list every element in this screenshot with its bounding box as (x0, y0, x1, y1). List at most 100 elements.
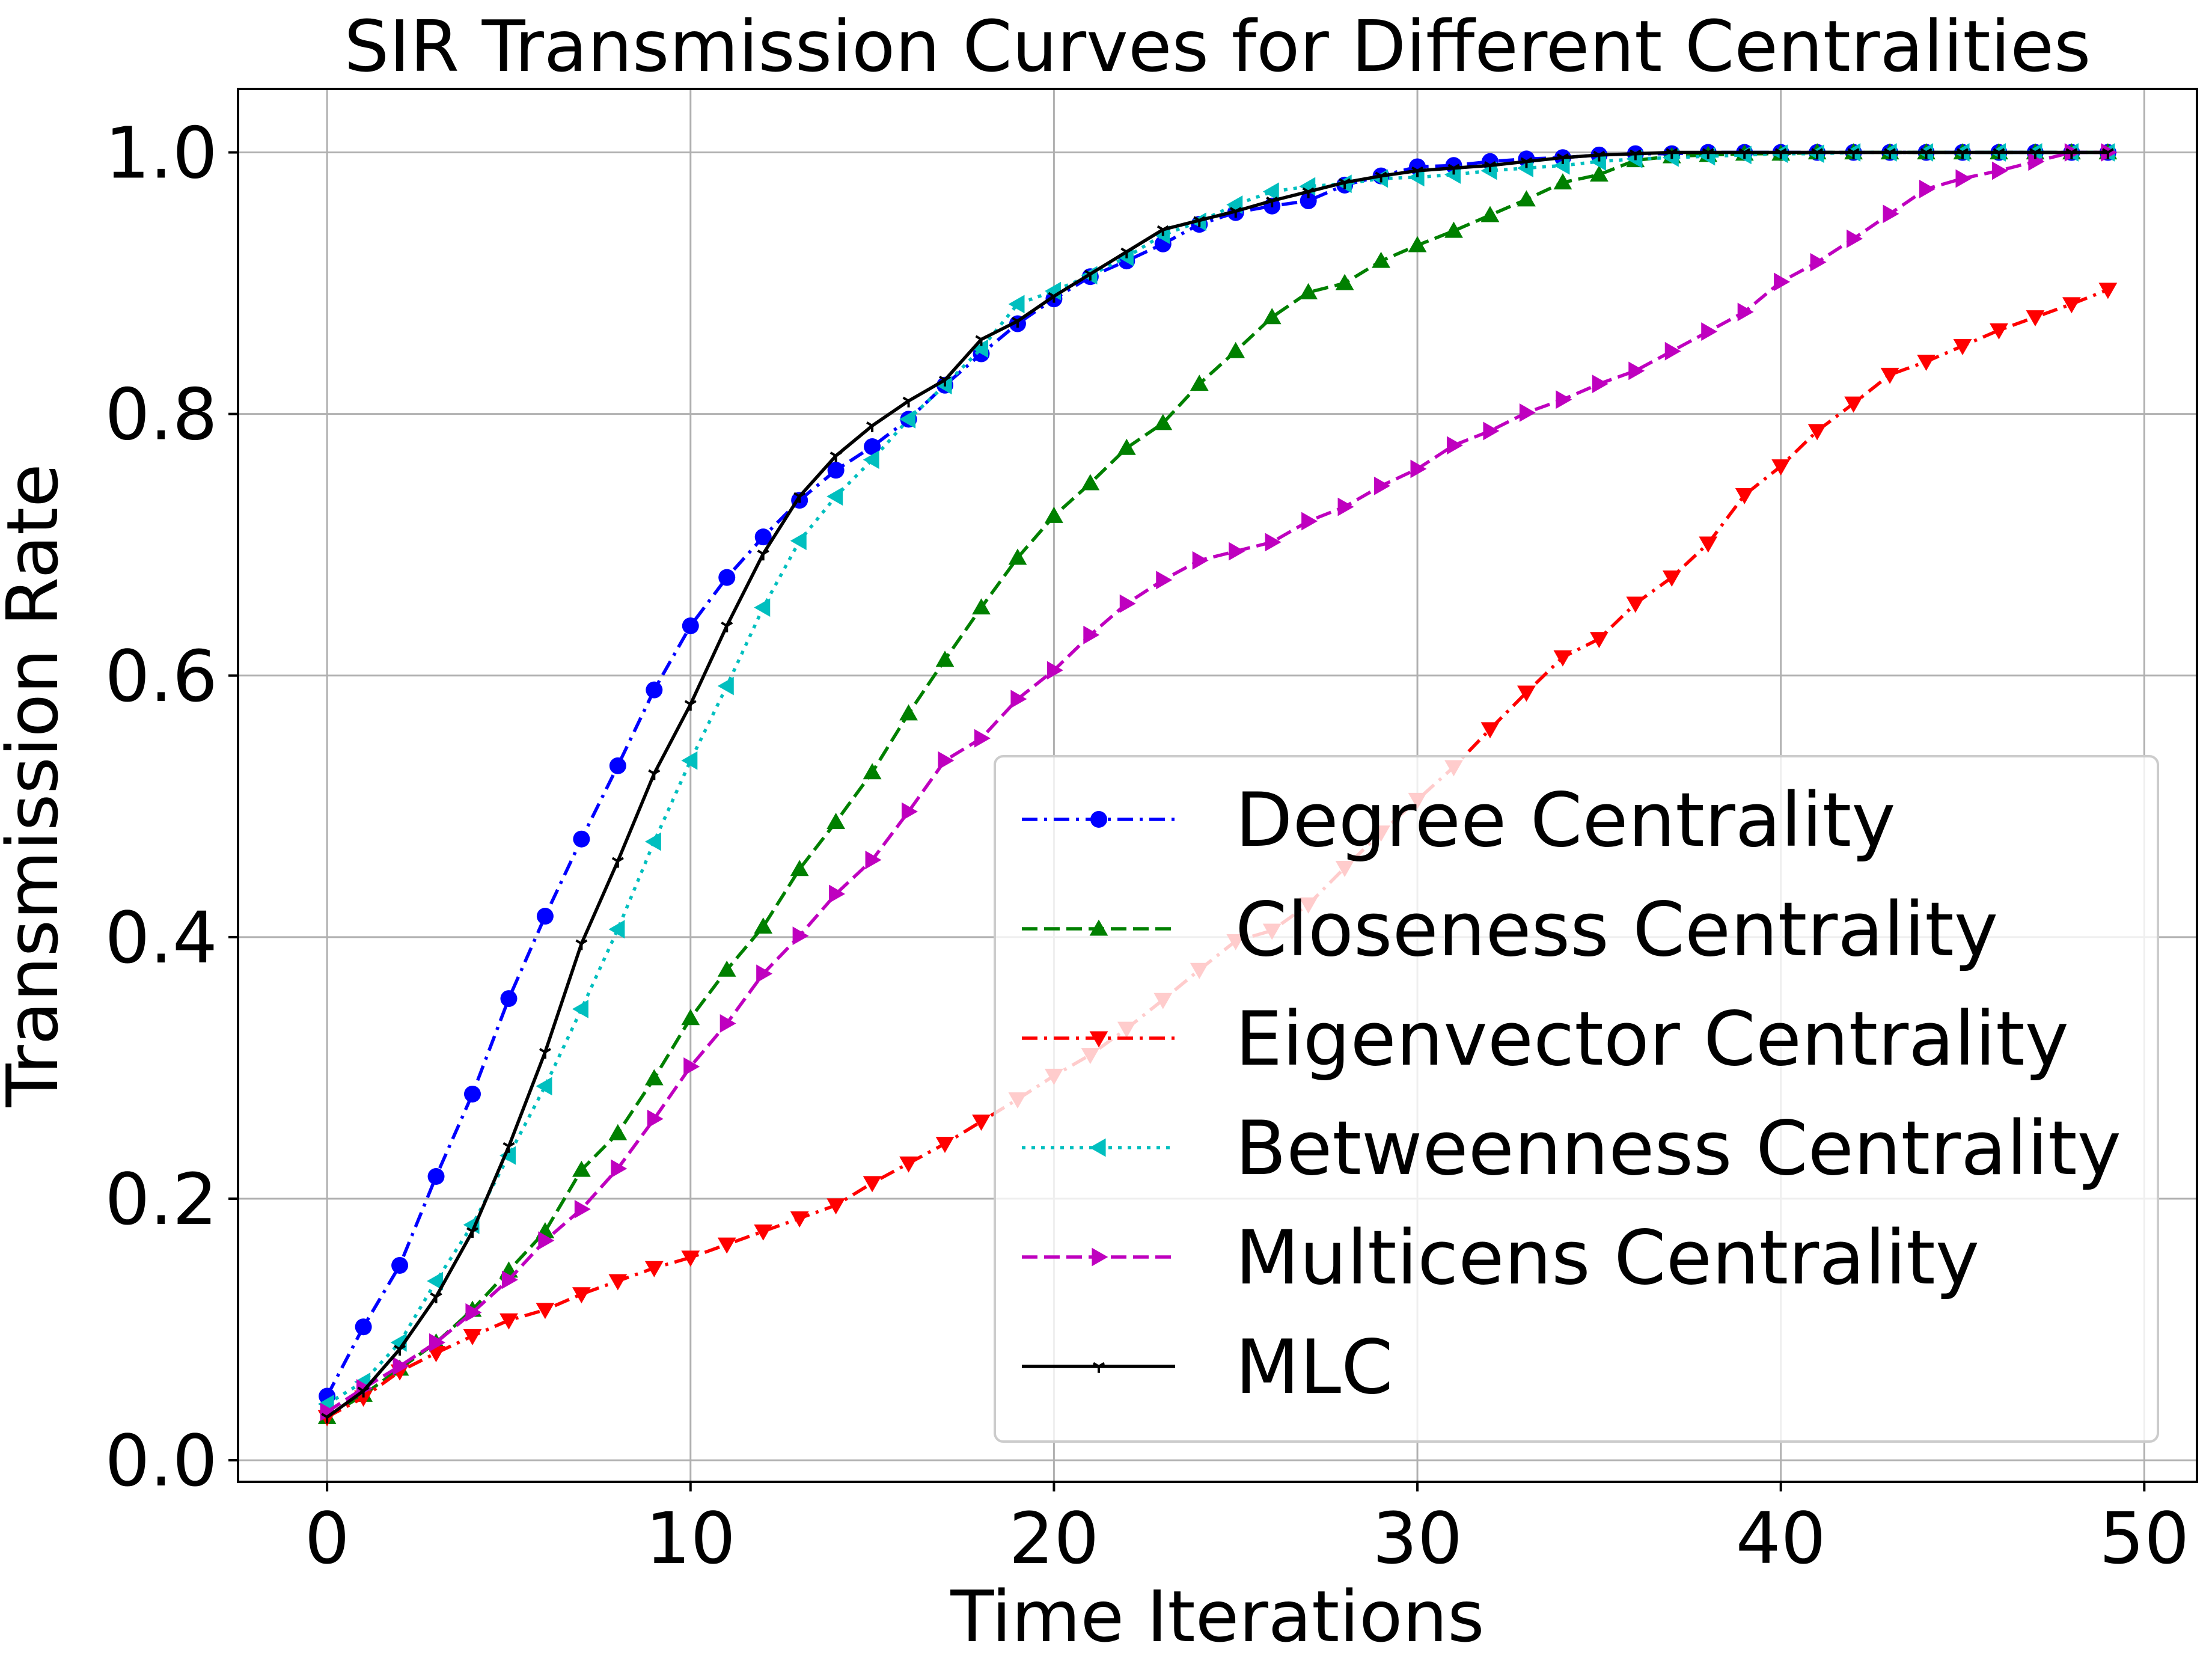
data-point (720, 1014, 736, 1033)
legend-box (994, 755, 2159, 1443)
data-point (1010, 690, 1027, 709)
data-point (863, 1176, 882, 1193)
data-point (1446, 436, 1463, 455)
data-point (1008, 548, 1027, 565)
data-point (572, 1000, 588, 1018)
data-point (1046, 661, 1063, 680)
data-point (899, 704, 918, 721)
data-point (608, 1274, 628, 1291)
data-point (1702, 148, 1714, 159)
data-point (902, 396, 915, 408)
data-point (1593, 150, 1606, 162)
data-point (717, 960, 736, 977)
data-point (935, 1137, 955, 1154)
data-point (1919, 180, 1936, 198)
data-point (1048, 292, 1060, 303)
data-point (1589, 632, 1609, 649)
data-point (975, 335, 988, 346)
data-point (1375, 171, 1387, 183)
data-point (1520, 157, 1533, 168)
data-point (717, 676, 734, 696)
data-point (972, 339, 989, 358)
data-point (1735, 488, 1754, 504)
data-point (503, 1142, 515, 1153)
plot-frame (237, 88, 2198, 1483)
data-point (683, 1057, 700, 1076)
data-point (1737, 302, 1754, 322)
legend-label: Eigenvector Centrality (1235, 996, 2069, 1083)
data-point (754, 598, 771, 617)
x-tick-label: 50 (2099, 1497, 2189, 1580)
data-point (1553, 650, 1572, 667)
data-point (972, 1115, 991, 1131)
legend-item: Degree Centrality (1022, 777, 1896, 864)
x-tick-label: 20 (1009, 1497, 1099, 1580)
legend-item: Betweenness Centrality (1022, 1106, 2121, 1192)
legend-marker (1090, 811, 1107, 828)
data-point (427, 1168, 445, 1185)
data-point (463, 1329, 482, 1345)
data-point (1847, 148, 1860, 159)
data-point (465, 1303, 482, 1322)
data-point (574, 1199, 591, 1219)
data-point (1408, 168, 1425, 187)
data-point (899, 1156, 918, 1173)
data-point (536, 908, 554, 925)
data-point (1517, 685, 1536, 702)
data-point (1883, 204, 1899, 224)
data-point (355, 1318, 372, 1336)
data-point (357, 1386, 370, 1398)
data-point (1119, 594, 1136, 613)
data-point (1738, 148, 1751, 159)
data-point (1192, 551, 1209, 570)
data-point (681, 1250, 700, 1267)
legend-marker (1089, 919, 1108, 936)
data-point (393, 1357, 409, 1375)
data-point (1153, 414, 1173, 430)
data-point (2028, 152, 2045, 171)
data-point (644, 1261, 664, 1277)
data-point (536, 1303, 555, 1320)
legend-marker (1092, 1362, 1105, 1373)
series-mlc (321, 148, 2114, 1424)
data-point (1774, 272, 1791, 292)
data-point (1483, 161, 1497, 173)
data-point (1847, 229, 1863, 248)
data-point (2098, 283, 2118, 299)
chart-title: SIR Transmission Curves for Different Ce… (344, 5, 2091, 88)
data-point (1556, 153, 1569, 165)
data-point (572, 1287, 591, 1304)
legend-item: Eigenvector Centrality (1022, 996, 2069, 1083)
data-point (539, 1048, 551, 1059)
data-point (754, 917, 773, 934)
data-point (1664, 341, 1681, 361)
data-point (1374, 476, 1390, 495)
data-point (573, 830, 590, 848)
legend-item: Multicens Centrality (1022, 1215, 1979, 1301)
data-point (717, 1237, 736, 1254)
data-point (1190, 375, 1209, 391)
data-point (611, 1159, 628, 1178)
data-point (1517, 190, 1536, 207)
data-point (1411, 166, 1424, 177)
data-point (935, 650, 955, 667)
data-point (1008, 295, 1025, 314)
data-point (826, 487, 843, 506)
data-point (1226, 341, 1245, 358)
data-point (1265, 533, 1282, 552)
data-point (646, 681, 663, 699)
data-point (644, 832, 661, 851)
data-point (430, 1292, 442, 1303)
data-point (608, 1124, 628, 1140)
data-point (1662, 570, 1681, 587)
data-point (1193, 216, 1206, 227)
data-point (463, 1085, 481, 1103)
data-point (1410, 459, 1427, 479)
data-point (757, 549, 769, 561)
data-point (754, 528, 772, 546)
data-point (1517, 159, 1533, 178)
data-point (1811, 148, 1824, 159)
data-point (684, 700, 697, 711)
data-point (538, 1231, 555, 1250)
